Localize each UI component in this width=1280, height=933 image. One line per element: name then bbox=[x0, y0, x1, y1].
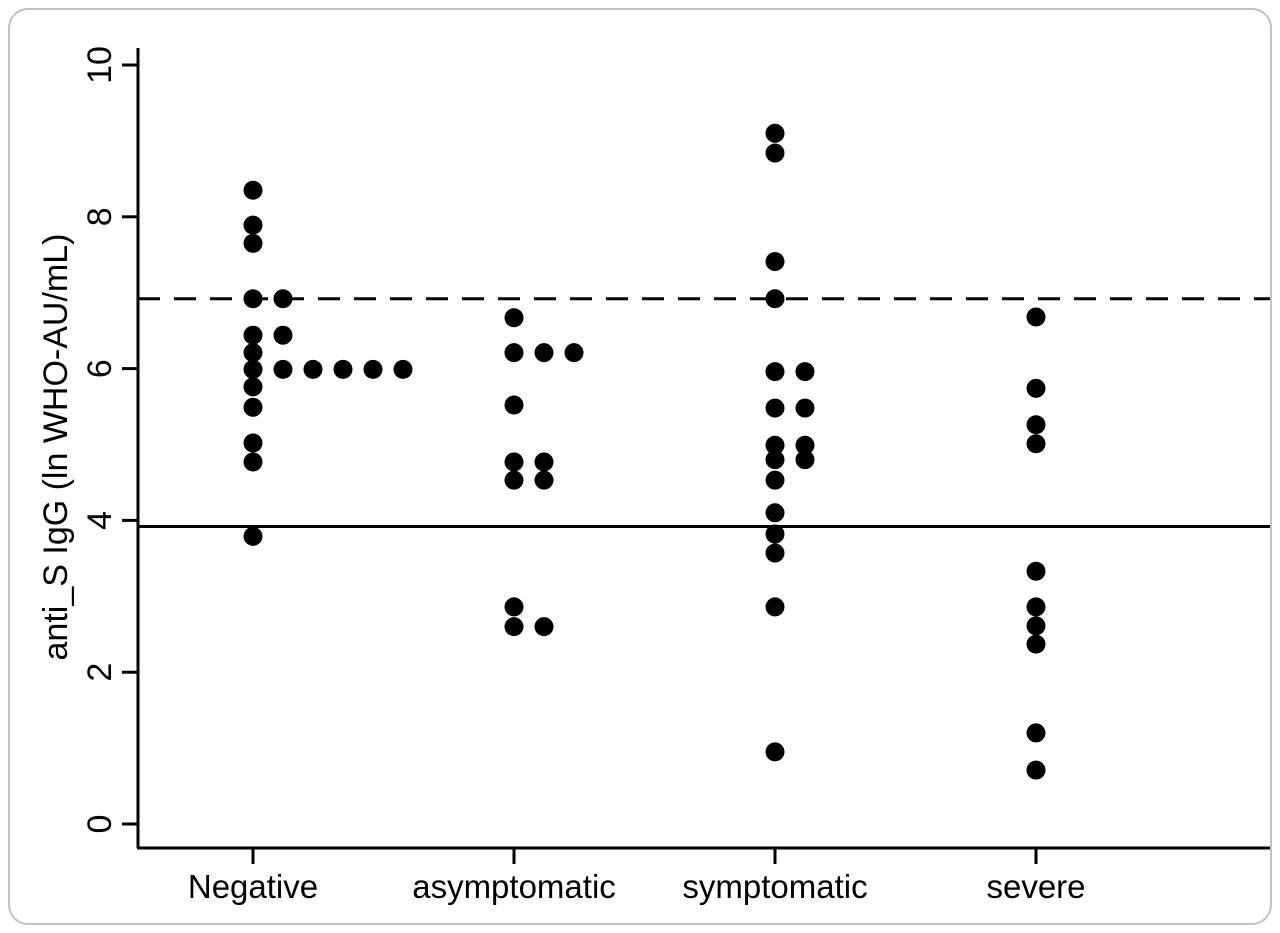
data-point-symptomatic bbox=[765, 543, 785, 563]
data-point-severe bbox=[1026, 760, 1046, 780]
data-point-negative bbox=[243, 526, 263, 546]
data-point-severe bbox=[1026, 307, 1046, 327]
data-point-negative bbox=[393, 359, 413, 379]
data-point-symptomatic bbox=[795, 450, 815, 470]
data-point-negative bbox=[243, 233, 263, 253]
data-point-negative bbox=[243, 359, 263, 379]
data-point-severe bbox=[1026, 634, 1046, 654]
x-category-label-severe: severe bbox=[986, 868, 1085, 905]
data-point-negative bbox=[243, 215, 263, 235]
data-point-negative bbox=[243, 452, 263, 472]
data-point-negative bbox=[333, 359, 353, 379]
data-point-negative bbox=[243, 433, 263, 453]
data-point-severe bbox=[1026, 415, 1046, 435]
data-point-symptomatic bbox=[795, 362, 815, 382]
data-point-symptomatic bbox=[765, 143, 785, 163]
y-tick-label: 6 bbox=[81, 359, 119, 378]
data-point-negative bbox=[243, 289, 263, 309]
figure-frame: 0 2 4 6 8 10 Negative asymptomatic symptomatic s… bbox=[8, 8, 1272, 925]
data-point-asymptomatic bbox=[504, 395, 524, 415]
axes bbox=[136, 48, 1270, 850]
data-point-severe bbox=[1026, 723, 1046, 743]
x-category-label-asymptomatic: asymptomatic bbox=[412, 868, 616, 905]
data-point-asymptomatic bbox=[504, 308, 524, 328]
reference-lines bbox=[138, 297, 1270, 528]
data-point-symptomatic bbox=[765, 742, 785, 762]
data-point-asymptomatic bbox=[504, 452, 524, 472]
data-point-symptomatic bbox=[765, 597, 785, 617]
data-point-symptomatic bbox=[765, 362, 785, 382]
data-point-symptomatic bbox=[765, 524, 785, 544]
data-point-asymptomatic bbox=[534, 343, 554, 363]
data-point-asymptomatic bbox=[504, 597, 524, 617]
data-point-negative bbox=[243, 397, 263, 417]
data-point-symptomatic bbox=[795, 398, 815, 418]
data-point-symptomatic bbox=[765, 398, 785, 418]
data-point-negative bbox=[303, 359, 323, 379]
y-axis-ticks: 0 2 4 6 8 10 bbox=[81, 46, 138, 833]
y-tick-label: 0 bbox=[81, 815, 119, 834]
x-category-label-symptomatic: symptomatic bbox=[682, 868, 867, 905]
data-point-symptomatic bbox=[765, 470, 785, 490]
data-point-negative bbox=[243, 343, 263, 363]
data-point-symptomatic bbox=[765, 450, 785, 470]
data-point-asymptomatic bbox=[504, 617, 524, 637]
data-point-asymptomatic bbox=[534, 470, 554, 490]
data-point-severe bbox=[1026, 616, 1046, 636]
data-point-severe bbox=[1026, 378, 1046, 398]
data-point-symptomatic bbox=[765, 123, 785, 143]
y-tick-label: 10 bbox=[81, 46, 119, 84]
x-axis-ticks: Negative asymptomatic symptomatic severe bbox=[188, 848, 1086, 905]
y-tick-label: 8 bbox=[81, 207, 119, 226]
data-point-symptomatic bbox=[765, 435, 785, 455]
data-point-negative bbox=[363, 359, 383, 379]
y-tick-label: 2 bbox=[81, 663, 119, 682]
data-point-asymptomatic bbox=[504, 343, 524, 363]
data-point-symptomatic bbox=[765, 289, 785, 309]
strip-plot-chart: 0 2 4 6 8 10 Negative asymptomatic symptomatic s… bbox=[37, 46, 1270, 905]
data-point-negative bbox=[243, 325, 263, 345]
y-axis-title: anti_S IgG (ln WHO-AU/mL) bbox=[37, 234, 75, 661]
data-point-symptomatic bbox=[765, 252, 785, 272]
data-point-severe bbox=[1026, 597, 1046, 617]
data-points bbox=[243, 123, 1046, 780]
data-point-negative bbox=[273, 289, 293, 309]
data-point-negative bbox=[243, 377, 263, 397]
data-point-symptomatic bbox=[765, 503, 785, 523]
data-point-symptomatic bbox=[795, 435, 815, 455]
data-point-asymptomatic bbox=[564, 343, 584, 363]
data-point-asymptomatic bbox=[504, 470, 524, 490]
y-tick-label: 4 bbox=[81, 511, 119, 530]
data-point-negative bbox=[243, 180, 263, 200]
data-point-severe bbox=[1026, 434, 1046, 454]
data-point-severe bbox=[1026, 561, 1046, 581]
data-point-negative bbox=[273, 325, 293, 345]
x-category-label-negative: Negative bbox=[188, 868, 318, 905]
data-point-asymptomatic bbox=[534, 452, 554, 472]
data-point-asymptomatic bbox=[534, 617, 554, 637]
data-point-negative bbox=[273, 359, 293, 379]
